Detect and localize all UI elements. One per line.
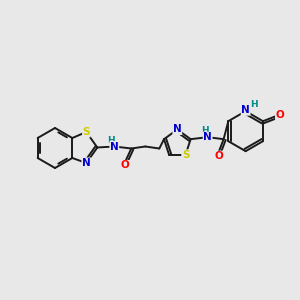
Text: H: H <box>250 100 257 109</box>
Text: O: O <box>276 110 284 120</box>
Text: N: N <box>82 158 91 168</box>
Text: O: O <box>214 151 223 161</box>
Text: N: N <box>241 105 250 115</box>
Text: S: S <box>82 127 90 137</box>
Text: O: O <box>121 160 130 170</box>
Text: N: N <box>173 124 182 134</box>
Text: H: H <box>201 126 208 135</box>
Text: N: N <box>203 132 212 142</box>
Text: S: S <box>182 150 189 160</box>
Text: N: N <box>110 142 119 152</box>
Text: H: H <box>107 136 115 145</box>
